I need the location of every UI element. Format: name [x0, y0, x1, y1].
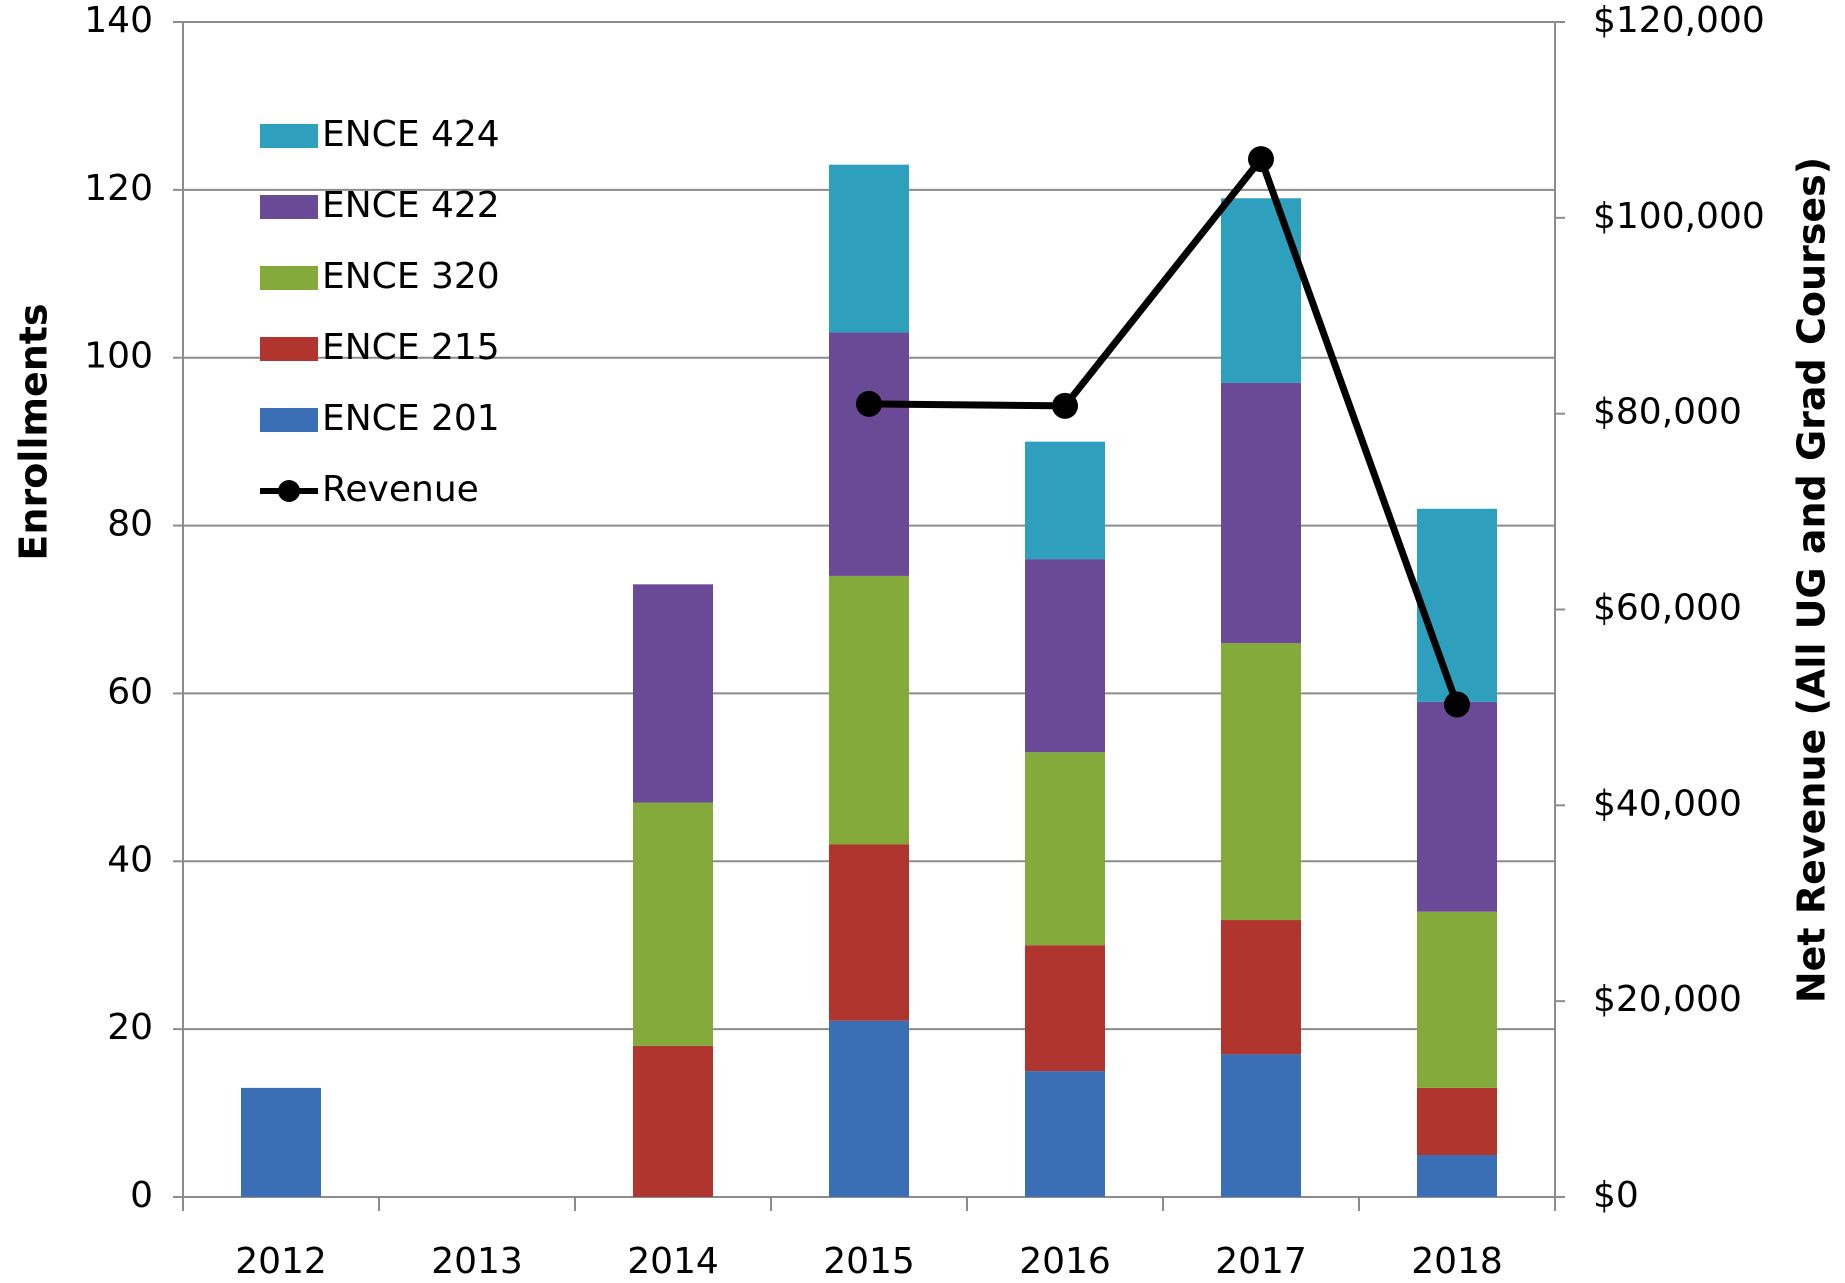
bar-segment: [1417, 701, 1497, 912]
bar-segment: [1417, 1155, 1497, 1197]
bar-segment: [1025, 1071, 1105, 1197]
bar-segment: [1417, 911, 1497, 1088]
revenue-line: [868, 151, 1461, 706]
bar-segment: [1025, 945, 1105, 1072]
y-tick-label: 120: [84, 168, 153, 209]
y-tick-label: 140: [84, 0, 153, 41]
bar-segment: [829, 575, 909, 845]
y-tick-label: 80: [107, 504, 153, 545]
revenue-point: [856, 390, 882, 417]
bar-segment: [1221, 643, 1301, 921]
bar-segment: [829, 164, 909, 333]
legend-swatch: [260, 408, 318, 432]
y2-tick-label: $0: [1593, 1175, 1639, 1216]
y-tick-label: 60: [107, 671, 153, 712]
x-tick-label: 2018: [1411, 1241, 1503, 1282]
legend-label: Revenue: [322, 469, 479, 510]
revenue-point: [1248, 146, 1274, 173]
revenue-point: [1444, 691, 1470, 718]
y-tick-label: 100: [84, 336, 153, 377]
legend-label: ENCE 320: [322, 256, 500, 297]
legend-swatch: [260, 266, 318, 290]
x-tick-label: 2017: [1215, 1241, 1307, 1282]
y-tick-label: 20: [107, 1007, 153, 1048]
bar-segment: [1417, 508, 1497, 702]
legend-swatch: [260, 195, 318, 219]
bar-segment: [1417, 1087, 1497, 1156]
x-tick-label: 2015: [823, 1241, 915, 1282]
x-tick-label: 2012: [235, 1241, 327, 1282]
legend-swatch: [260, 124, 318, 148]
bar-segment: [1025, 441, 1105, 560]
y2-tick-label: $60,000: [1593, 588, 1742, 629]
legend-marker: [278, 480, 300, 502]
bar-segment: [633, 584, 713, 803]
x-tick-label: 2013: [431, 1241, 523, 1282]
bar-segment: [633, 1045, 713, 1197]
revenue-point: [1052, 392, 1078, 419]
legend-label: ENCE 422: [322, 185, 500, 226]
y-tick-label: 0: [130, 1175, 153, 1216]
bar-segment: [633, 802, 713, 1046]
bar-segment: [1221, 1054, 1301, 1197]
legend-label: ENCE 215: [322, 327, 500, 368]
y2-axis-title: Net Revenue (All UG and Grad Courses): [1790, 157, 1834, 1003]
y-tick-label: 40: [107, 839, 153, 880]
legend-label: ENCE 424: [322, 114, 500, 155]
y2-tick-label: $20,000: [1593, 979, 1742, 1020]
x-tick-label: 2016: [1019, 1241, 1111, 1282]
legend-label: ENCE 201: [322, 398, 500, 439]
bar-segment: [1221, 920, 1301, 1055]
y-axis-title: Enrollments: [12, 303, 56, 560]
y2-tick-label: $100,000: [1593, 196, 1765, 237]
x-tick-label: 2014: [627, 1241, 719, 1282]
bar-segment: [1025, 752, 1105, 946]
bar-segment: [829, 1020, 909, 1197]
bar-segment: [829, 844, 909, 1021]
bar-segment: [241, 1087, 321, 1197]
y2-tick-label: $80,000: [1593, 392, 1742, 433]
y2-tick-label: $120,000: [1593, 0, 1765, 41]
y2-tick-label: $40,000: [1593, 783, 1742, 824]
bar-segment: [829, 332, 909, 576]
bar-segment: [1221, 382, 1301, 644]
bar-segment: [1025, 559, 1105, 753]
bar-segment: [1221, 198, 1301, 383]
legend-swatch: [260, 337, 318, 361]
